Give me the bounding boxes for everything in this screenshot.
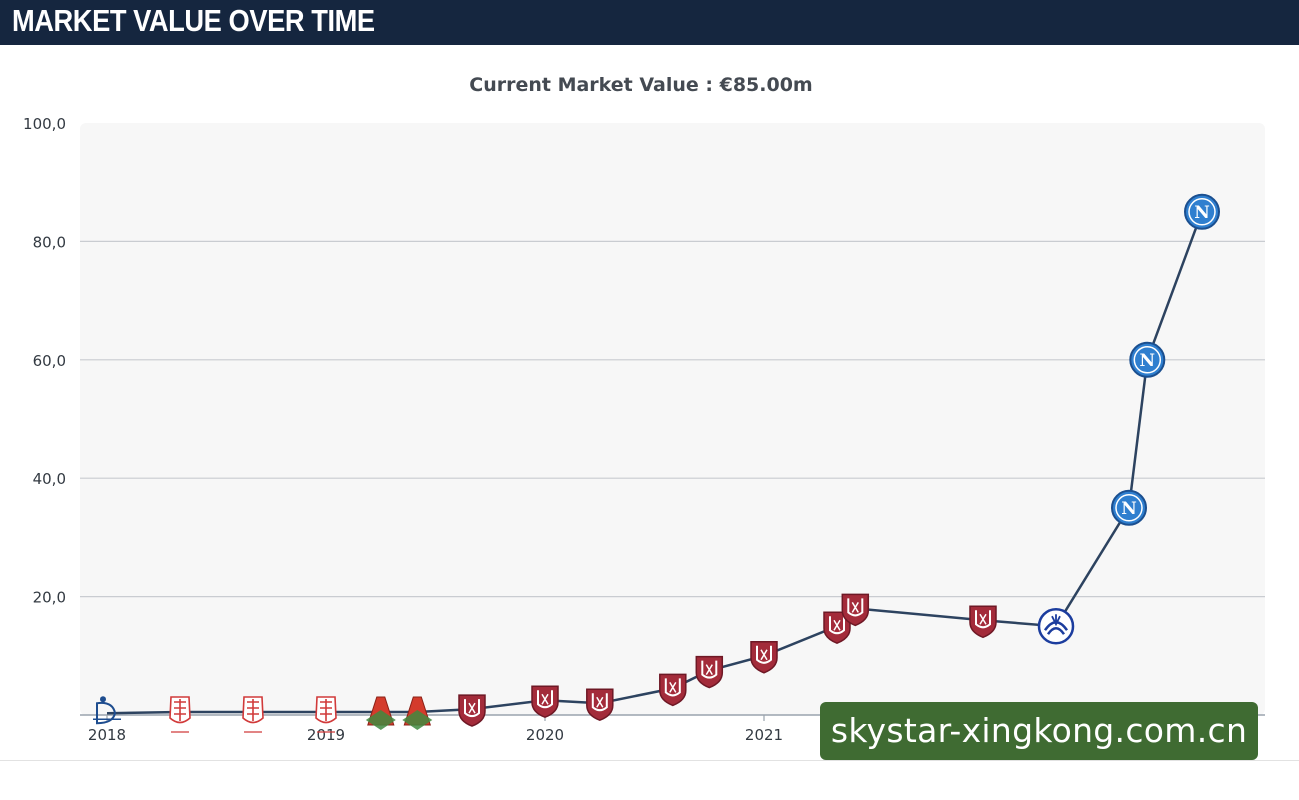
y-tick-label: 60,0	[33, 352, 66, 370]
club-c-crest-icon	[365, 696, 396, 730]
shield-emblem	[829, 616, 845, 635]
watermark-badge: skystar-xingkong.com.cn	[820, 702, 1258, 760]
shield-body	[750, 641, 778, 674]
y-tick-label: 80,0	[33, 233, 66, 251]
x-tick-label: 2020	[526, 726, 564, 744]
club-d-shield-icon	[659, 673, 687, 707]
crest-stripes	[320, 699, 332, 721]
plot-area	[80, 123, 1265, 715]
club-a-crest-icon	[93, 696, 121, 725]
market-value-chart: 20,0 40,0 60,0 80,0 100,0 2018 2019 2020 2021 N…	[23, 115, 1265, 744]
section-title: MARKET VALUE OVER TIME	[12, 3, 375, 38]
club-d-shield-icon	[586, 688, 614, 722]
y-axis-ticks: 20,0 40,0 60,0 80,0 100,0	[23, 115, 66, 607]
y-tick-label: 100,0	[23, 115, 66, 133]
shield-mark	[705, 664, 713, 675]
crest-ring	[1133, 346, 1162, 374]
shield-mark	[979, 613, 987, 625]
crest-circle	[1184, 193, 1220, 230]
shield-emblem	[464, 699, 480, 718]
club-d-shield-icon	[695, 655, 724, 689]
shield-emblem	[975, 610, 991, 629]
shield-mark	[833, 619, 841, 631]
shield-mark	[669, 682, 677, 693]
y-tick-label: 40,0	[33, 470, 66, 488]
y-tick-label: 20,0	[33, 589, 66, 607]
club-c-crest-icon	[402, 696, 433, 730]
shield-body	[841, 593, 870, 627]
club-e-crest-icon	[1037, 607, 1075, 645]
crest-stripes	[247, 699, 259, 721]
club-d-shield-icon	[458, 694, 486, 727]
x-axis-ticks: 2018 2019 2020 2021	[88, 715, 783, 744]
crest-rays	[1051, 614, 1061, 627]
shield-emblem	[756, 645, 772, 664]
crest-diamond	[365, 710, 396, 730]
crest-ring	[1115, 494, 1143, 522]
chart-title: Current Market Value : €85.00m	[469, 74, 813, 96]
shield-emblem	[664, 678, 681, 697]
club-d-shield-icon	[531, 685, 559, 719]
shield-emblem	[847, 598, 864, 617]
club-d-shield-icon	[823, 611, 851, 645]
shield-mark	[760, 649, 768, 661]
crest-letter: N	[1121, 499, 1137, 519]
shield-body	[969, 605, 997, 639]
section-header: MARKET VALUE OVER TIME	[0, 0, 1299, 45]
crest-circle	[1111, 489, 1147, 526]
shield-mark	[596, 696, 604, 708]
club-f-crest-icon: N	[1184, 193, 1220, 230]
club-f-crest-icon: N	[1111, 489, 1147, 526]
crest-stripes	[174, 699, 186, 721]
crest-circle	[1129, 341, 1166, 378]
club-b-crest-icon	[242, 696, 264, 733]
club-f-crest-icon: N	[1129, 341, 1166, 378]
data-point-markers: N N N	[93, 193, 1220, 733]
crest-diamond	[402, 710, 433, 730]
club-d-shield-icon	[969, 605, 997, 639]
grid-lines	[80, 240, 1265, 598]
x-tick-label: 2018	[88, 726, 126, 744]
club-d-shield-icon	[841, 593, 870, 627]
x-tick-label: 2021	[745, 726, 783, 744]
shield-emblem	[701, 660, 718, 679]
shield-emblem	[537, 690, 553, 709]
shield-mark	[851, 602, 859, 613]
crest-letter: N	[1140, 351, 1156, 371]
crest-ring	[1188, 198, 1216, 226]
shield-mark	[541, 693, 549, 705]
club-b-crest-icon	[315, 696, 337, 733]
crest-letter: N	[1194, 203, 1210, 223]
shield-mark	[468, 702, 476, 714]
x-tick-label: 2019	[307, 726, 345, 744]
crest-letter-d	[96, 701, 117, 725]
club-d-shield-icon	[750, 641, 778, 674]
shield-body	[531, 685, 559, 719]
club-b-crest-icon	[169, 696, 191, 733]
shield-body	[586, 688, 614, 722]
panel-divider	[0, 760, 1299, 761]
shield-body	[659, 673, 687, 707]
crest-dot	[100, 696, 106, 703]
shield-body	[695, 655, 724, 689]
shield-body	[458, 694, 486, 727]
shield-emblem	[591, 693, 608, 712]
